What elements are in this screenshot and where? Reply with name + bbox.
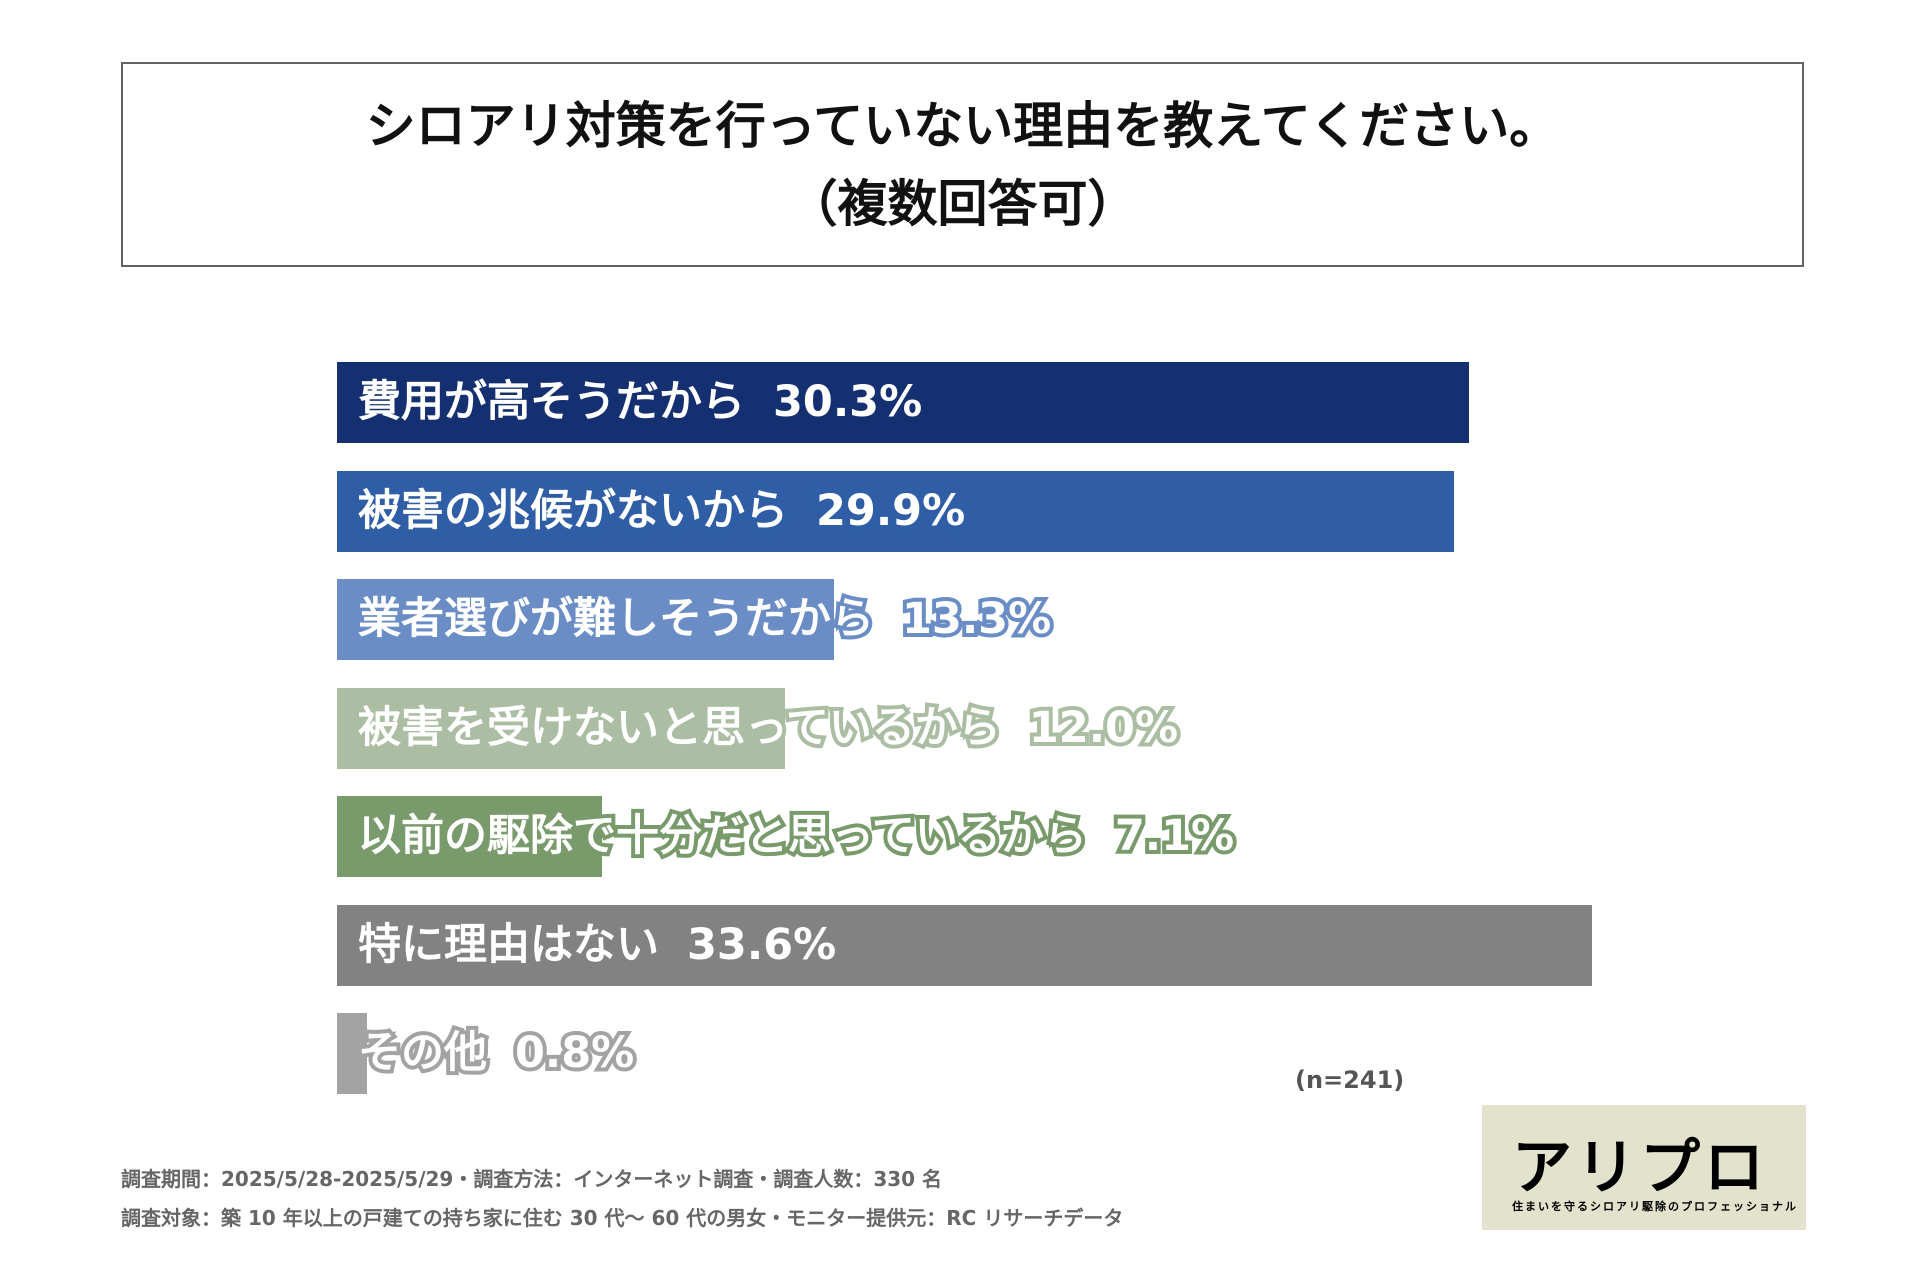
- bar: [337, 796, 603, 877]
- bar-label: 業者選びが難しそうだから 13.3%: [354, 579, 1055, 660]
- bar-label: 特に理由はない 33.6%: [354, 905, 840, 986]
- bar: [337, 904, 1592, 986]
- aripro-logo: アリプロ 住まいを守るシロアリ駆除のプロフェッショナル: [1482, 1105, 1806, 1230]
- value-label: 0.8%: [511, 1024, 638, 1082]
- logo-name: アリプロ: [1512, 1133, 1768, 1203]
- bar-label: 費用が高そうだから 30.3%: [354, 362, 926, 443]
- chart-subtitle: （複数回答可）: [787, 174, 1138, 233]
- bar-label: 以前の駆除で十分だと思っているから 7.1%: [354, 796, 1238, 877]
- category-label: 費用が高そうだから: [354, 373, 749, 431]
- category-label: 以前の駆除で十分だと思っているから: [354, 807, 1091, 865]
- bar: [337, 579, 834, 660]
- bar: [337, 1013, 367, 1094]
- category-label: その他: [354, 1024, 491, 1082]
- sample-size-note: (n=241): [1295, 1066, 1405, 1094]
- category-label: 特に理由はない: [354, 916, 663, 974]
- value-label: 7.1%: [1111, 807, 1238, 865]
- category-label: 業者選びが難しそうだから: [354, 590, 878, 648]
- category-label: 被害の兆候がないから: [354, 482, 792, 540]
- logo-tagline: 住まいを守るシロアリ駆除のプロフェッショナル: [1512, 1200, 1798, 1213]
- survey-target-note: 調査対象：築 10 年以上の戸建ての持ち家に住む 30 代～ 60 代の男女・モ…: [121, 1206, 1124, 1230]
- chart-title: シロアリ対策を行っていない理由を教えてください。: [365, 96, 1560, 155]
- bar-label: その他 0.8%: [354, 1013, 638, 1094]
- value-label: 13.3%: [898, 590, 1055, 648]
- category-label: 被害を受けないと思っているから: [354, 699, 1005, 757]
- bar-label: 被害の兆候がないから 29.9%: [354, 471, 969, 552]
- survey-period-note: 調査期間：2025/5/28-2025/5/29・調査方法：インターネット調査・…: [121, 1167, 943, 1191]
- bar: [337, 362, 1469, 443]
- bar-label: 被害を受けないと思っているから 12.0%: [354, 688, 1182, 769]
- value-label: 30.3%: [769, 373, 926, 431]
- chart-title-box: シロアリ対策を行っていない理由を教えてください。 （複数回答可）: [121, 62, 1804, 267]
- value-label: 12.0%: [1025, 699, 1182, 757]
- bar: [337, 470, 1454, 552]
- bar-chart: 費用が高そうだから 30.3% 被害の兆候がないから 29.9% 業者選びが難しそうだか…: [337, 362, 1592, 1094]
- value-label: 29.9%: [812, 482, 969, 540]
- value-label: 33.6%: [683, 916, 840, 974]
- bar: [337, 687, 786, 769]
